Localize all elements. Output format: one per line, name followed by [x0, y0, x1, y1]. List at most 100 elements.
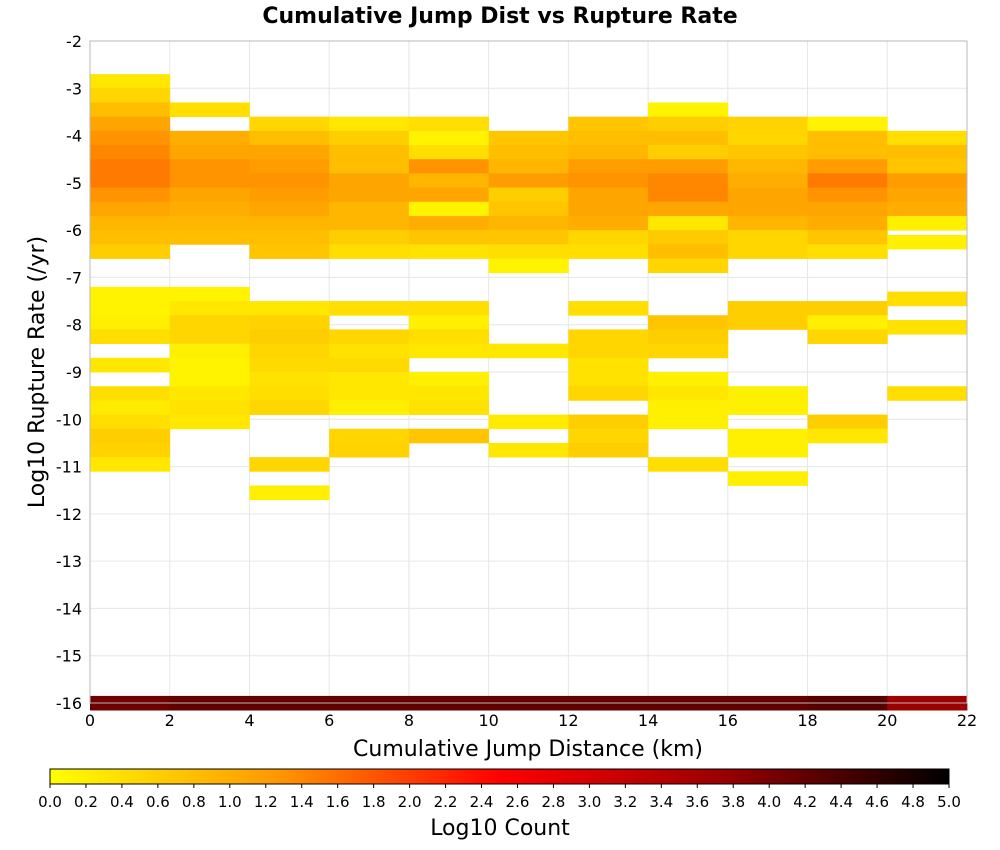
- heatmap-cell: [90, 116, 171, 132]
- colorbar-tick-label: 2.6: [506, 793, 530, 811]
- heatmap-cell: [329, 343, 410, 359]
- heatmap-cell: [249, 187, 330, 203]
- heatmap-cell: [408, 386, 490, 401]
- heatmap-cell: [90, 215, 171, 231]
- colorbar-tick-label: 1.2: [254, 793, 278, 811]
- y-tick-label: -10: [56, 410, 82, 429]
- heatmap-cell: [249, 329, 330, 345]
- heatmap-cell: [249, 173, 330, 188]
- heatmap-cell: [648, 372, 729, 387]
- colorbar-tick-label: 3.4: [649, 793, 673, 811]
- heatmap-cell: [329, 215, 410, 231]
- heatmap-cell: [90, 457, 171, 472]
- heatmap-cell: [169, 159, 250, 174]
- chart-title: Cumulative Jump Dist vs Rupture Rate: [262, 4, 737, 29]
- heatmap-cell: [727, 301, 808, 316]
- heatmap-cell: [169, 145, 250, 160]
- heatmap-cell: [249, 485, 330, 501]
- x-tick-label: 12: [558, 711, 578, 730]
- heatmap-cell: [249, 145, 330, 160]
- heatmap-cell: [329, 230, 410, 245]
- heatmap-cell: [408, 187, 490, 203]
- y-tick-label: -11: [56, 458, 82, 477]
- colorbar-tick-label: 1.6: [326, 793, 350, 811]
- heatmap-cell: [329, 301, 410, 316]
- y-tick-label: -15: [56, 647, 82, 666]
- y-tick-label: -2: [66, 32, 82, 51]
- heatmap-cell: [329, 386, 410, 401]
- heatmap-cell: [807, 187, 888, 203]
- y-tick-label: -13: [56, 552, 82, 571]
- heatmap-cell: [807, 173, 888, 188]
- heatmap-cell: [90, 442, 171, 458]
- heatmap-cell: [488, 159, 569, 174]
- heatmap-cell: [249, 343, 330, 359]
- heatmap-cell: [329, 173, 410, 188]
- x-tick-label: 18: [797, 711, 817, 730]
- heatmap-cell: [727, 215, 808, 231]
- heatmap-cell: [249, 230, 330, 245]
- heatmap-cell: [727, 400, 808, 415]
- x-tick-label: 16: [718, 711, 738, 730]
- heatmap-cell: [648, 159, 729, 174]
- y-tick-label: -12: [56, 505, 82, 524]
- y-axis-label: Log10 Rupture Rate (/yr): [25, 236, 50, 508]
- heatmap-cell: [408, 301, 490, 316]
- heatmap-cell: [727, 230, 808, 245]
- heatmap-cell: [90, 301, 171, 316]
- heatmap-cell: [807, 244, 888, 259]
- heatmap-cell: [568, 386, 649, 401]
- heatmap-cell: [727, 159, 808, 174]
- heatmap-cell: [408, 315, 490, 330]
- y-tick-label: -7: [66, 268, 82, 287]
- y-tick-label: -16: [56, 694, 82, 713]
- heatmap-cell: [169, 386, 250, 401]
- colorbar-tick-label: 0.6: [146, 793, 170, 811]
- heatmap-cell: [648, 173, 729, 188]
- heatmap-cell: [329, 442, 410, 458]
- heatmap-cell: [408, 215, 490, 231]
- heatmap-cell: [329, 145, 410, 160]
- colorbar-tick-label: 0.8: [182, 793, 206, 811]
- heatmap-cell: [249, 315, 330, 330]
- heatmap-cell: [408, 400, 490, 415]
- heatmap-cell: [408, 372, 490, 387]
- heatmap-cell: [90, 74, 171, 89]
- x-tick-label: 14: [638, 711, 658, 730]
- heatmap-cell: [807, 315, 888, 330]
- x-tick-label: 20: [877, 711, 897, 730]
- x-axis-label: Cumulative Jump Distance (km): [353, 737, 703, 762]
- colorbar-tick-label: 1.4: [290, 793, 314, 811]
- colorbar-tick-label: 3.8: [721, 793, 745, 811]
- heatmap-cell: [169, 102, 250, 118]
- heatmap-cell: [727, 187, 808, 203]
- heatmap-cell: [90, 244, 171, 259]
- colorbar-tick-label: 1.0: [218, 793, 242, 811]
- heatmap-cell: [90, 201, 171, 217]
- heatmap-cell: [90, 130, 171, 146]
- x-tick-label: 8: [404, 711, 414, 730]
- heatmap-cell: [249, 159, 330, 174]
- heatmap-cell: [90, 145, 171, 160]
- heatmap-cell: [90, 315, 171, 330]
- heatmap-cell: [329, 357, 410, 373]
- heatmap-cell: [807, 301, 888, 316]
- heatmap-cell: [488, 130, 569, 146]
- heatmap-cell: [568, 357, 649, 373]
- heatmap-cell: [568, 159, 649, 174]
- heatmap-cell: [90, 88, 171, 103]
- heatmap-cell: [568, 244, 649, 259]
- colorbar-tick-label: 1.8: [362, 793, 386, 811]
- heatmap-cell: [169, 343, 250, 359]
- heatmap-cell: [329, 187, 410, 203]
- y-tick-label: -3: [66, 79, 82, 98]
- colorbar-tick-label: 4.2: [793, 793, 817, 811]
- heatmap-cell: [90, 400, 171, 415]
- colorbar-tick-label: 5.0: [937, 793, 961, 811]
- heatmap-cells: [90, 74, 968, 711]
- heatmap-cell: [169, 215, 250, 231]
- heatmap-cell: [249, 457, 330, 472]
- colorbar-tick-label: 4.4: [829, 793, 853, 811]
- colorbar-tick-label: 3.2: [613, 793, 637, 811]
- heatmap-cell: [90, 386, 171, 401]
